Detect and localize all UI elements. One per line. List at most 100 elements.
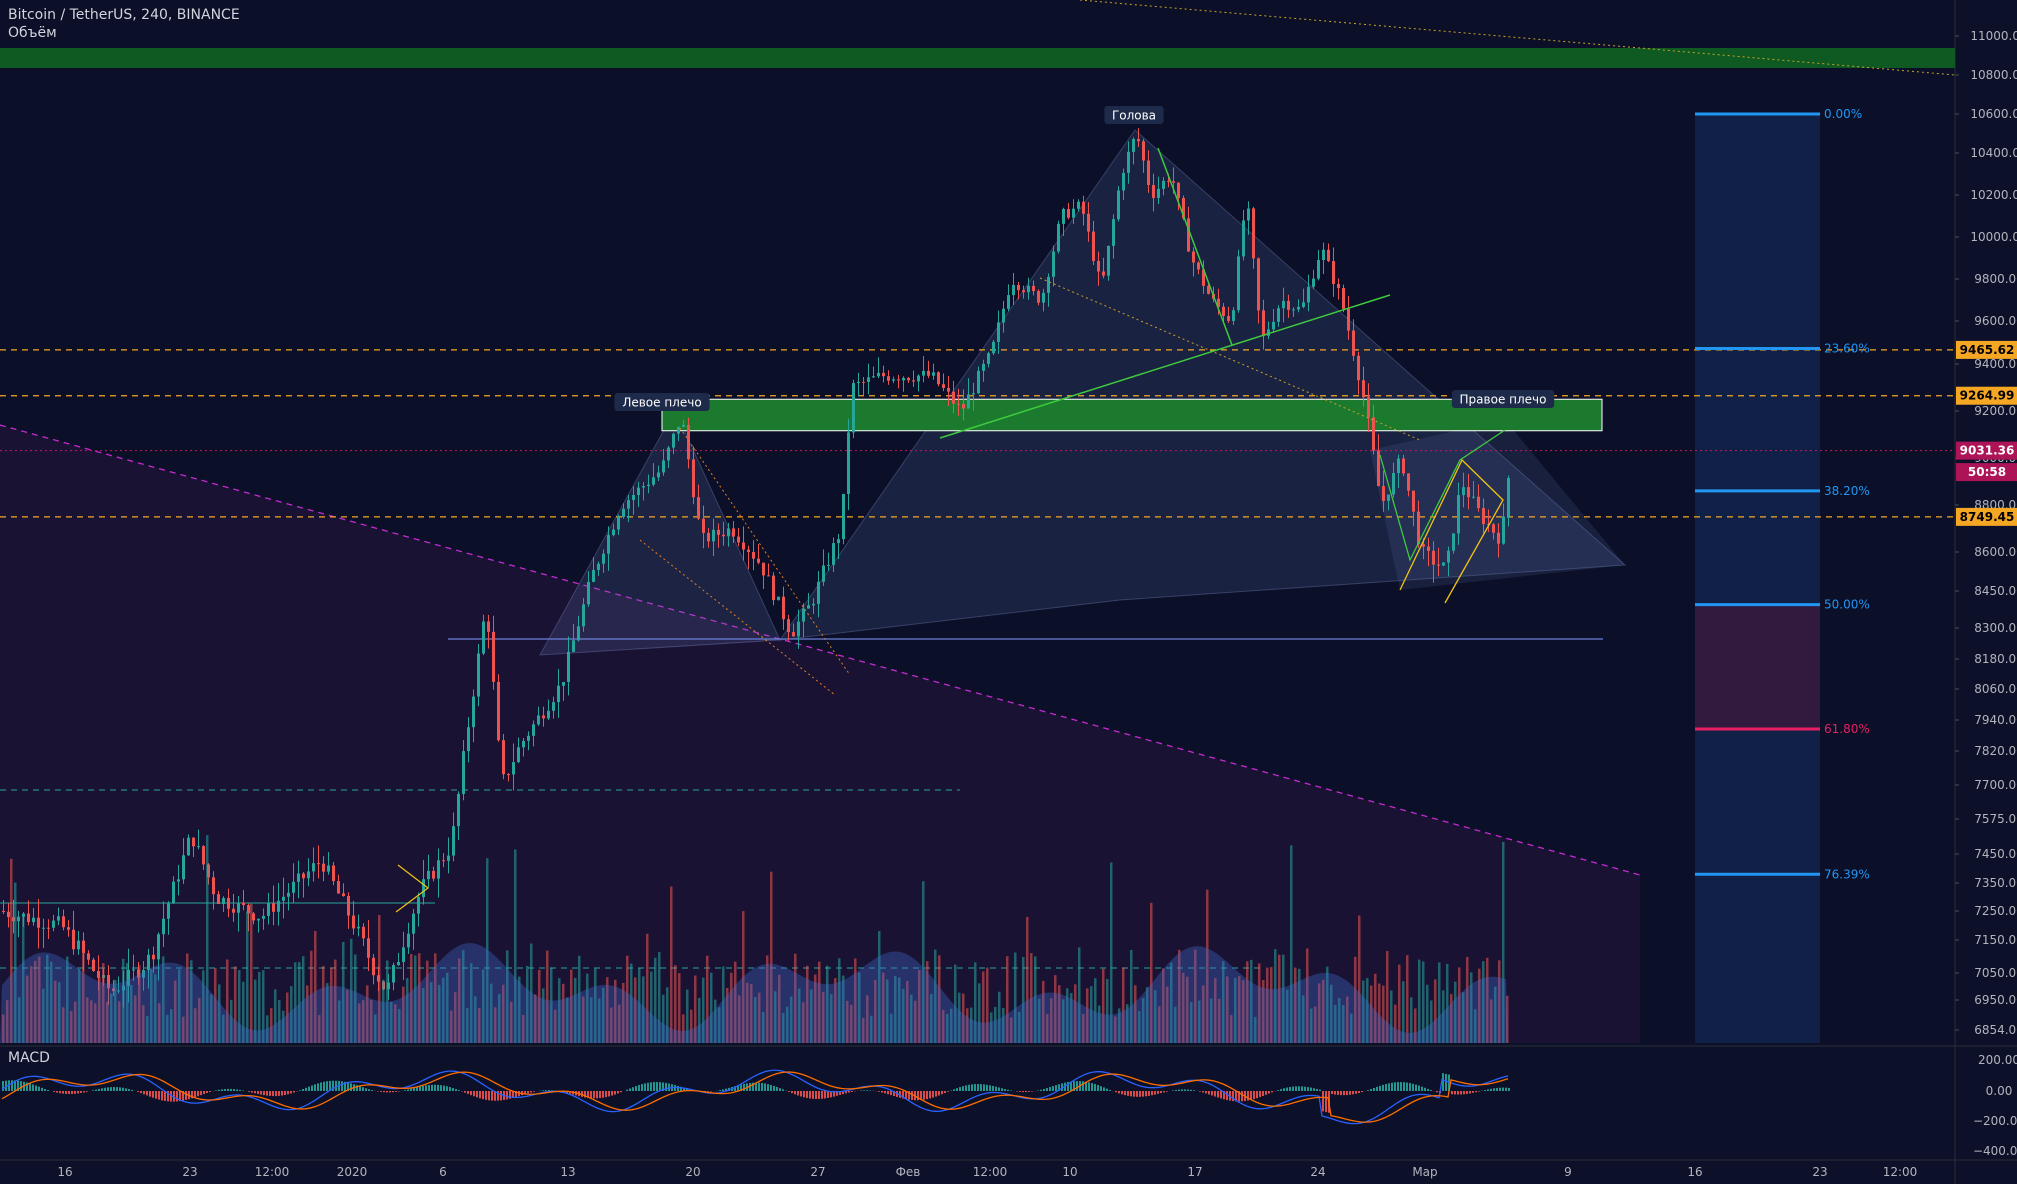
volume-bar <box>662 994 665 1043</box>
candle-body <box>1322 249 1325 260</box>
macd-bar <box>230 1088 232 1091</box>
macd-bar <box>74 1091 76 1094</box>
macd-bar <box>1037 1090 1039 1091</box>
candle-body <box>152 954 155 960</box>
candle-body <box>717 529 720 535</box>
volume-bar <box>254 979 257 1043</box>
candle-body <box>1337 284 1340 289</box>
volume-bar <box>1502 841 1505 1043</box>
macd-bar <box>1217 1091 1219 1098</box>
candle-body <box>1092 231 1095 261</box>
macd-bar <box>1100 1086 1102 1091</box>
candle-body <box>1217 298 1220 307</box>
candle-body <box>807 605 810 609</box>
macd-bar <box>1040 1089 1042 1091</box>
macd-bar <box>206 1091 208 1094</box>
macd-bar <box>44 1088 46 1091</box>
macd-bar <box>395 1091 397 1092</box>
volume-bar <box>50 961 53 1043</box>
candle-body <box>1257 258 1260 311</box>
macd-bar <box>137 1091 139 1092</box>
macd-bar <box>638 1085 640 1091</box>
volume-bar <box>338 1000 341 1043</box>
candle-body <box>982 363 985 371</box>
macd-bar <box>32 1084 34 1091</box>
volume-bar <box>450 1010 453 1043</box>
macd-bar <box>905 1091 907 1100</box>
volume-bar <box>430 982 433 1043</box>
macd-bar <box>893 1091 895 1097</box>
volume-bar <box>702 977 705 1043</box>
volume-bar <box>598 998 601 1043</box>
candle-body <box>957 403 960 405</box>
time-tick-label: 23 <box>182 1165 197 1179</box>
candle-body <box>407 933 410 948</box>
volume-bar <box>74 1001 77 1043</box>
volume-bar <box>686 989 689 1043</box>
macd-bar <box>239 1089 241 1091</box>
volume-bar <box>738 995 741 1043</box>
macd-bar <box>1166 1091 1168 1092</box>
volume-bar <box>962 993 965 1043</box>
volume-bar <box>1318 983 1321 1043</box>
volume-bar <box>1070 993 1073 1043</box>
macd-bar <box>962 1086 964 1091</box>
volume-bar <box>494 1007 497 1043</box>
candle-body <box>1197 262 1200 270</box>
price-tick-label: 8450.00 <box>1974 584 2017 598</box>
volume-bar <box>838 958 841 1043</box>
macd-bar <box>392 1091 394 1093</box>
macd-bar <box>719 1090 721 1091</box>
macd-bar <box>758 1082 760 1091</box>
macd-bar <box>923 1091 925 1100</box>
macd-bar <box>797 1091 799 1096</box>
macd-bar <box>986 1084 988 1091</box>
candle-body <box>607 535 610 554</box>
volume-bar <box>1462 992 1465 1043</box>
macd-bar <box>1184 1089 1186 1091</box>
candle-body <box>557 685 560 703</box>
fib-level-label: 0.00% <box>1824 107 1862 121</box>
volume-bar <box>1466 956 1469 1043</box>
dotted-trendline <box>639 539 836 696</box>
macd-bar <box>131 1089 133 1091</box>
volume-bar <box>1290 845 1293 1043</box>
candle-body <box>652 477 655 485</box>
candle-body <box>132 969 135 971</box>
main-pane <box>0 0 1955 1043</box>
candle-body <box>242 902 245 906</box>
candle-body <box>762 562 765 576</box>
volume-label[interactable]: Объём <box>8 25 57 41</box>
candle-body <box>642 486 645 488</box>
candle-body <box>1142 141 1145 161</box>
candle-body <box>832 543 835 565</box>
price-tick-label: 7940.00 <box>1974 713 2017 727</box>
candle-body <box>107 975 110 989</box>
macd-bar <box>1271 1091 1273 1093</box>
symbol-title[interactable]: Bitcoin / TetherUS, 240, BINANCE <box>8 7 240 23</box>
macd-bar <box>902 1091 904 1099</box>
macd-bar <box>608 1091 610 1097</box>
price-tag-label: 9264.99 <box>1960 389 2015 403</box>
macd-bar <box>845 1091 847 1094</box>
volume-bar <box>726 988 729 1043</box>
macd-label[interactable]: MACD <box>8 1050 50 1066</box>
candle-body <box>1452 533 1455 551</box>
volume-bar <box>1102 968 1105 1043</box>
candle-body <box>1342 288 1345 309</box>
volume-bar <box>1226 976 1229 1043</box>
purple-region <box>0 425 1640 1043</box>
macd-bar <box>1445 1073 1447 1091</box>
volume-bar <box>1326 966 1329 1043</box>
volume-bar <box>366 985 369 1043</box>
macd-bar <box>527 1091 529 1094</box>
volume-bar <box>442 977 445 1043</box>
volume-bar <box>278 999 281 1043</box>
candle-body <box>317 863 320 865</box>
macd-bar <box>1322 1091 1324 1112</box>
macd-bar <box>743 1083 745 1091</box>
volume-bar <box>1110 862 1113 1043</box>
candle-body <box>632 494 635 501</box>
candle-body <box>1462 487 1465 496</box>
